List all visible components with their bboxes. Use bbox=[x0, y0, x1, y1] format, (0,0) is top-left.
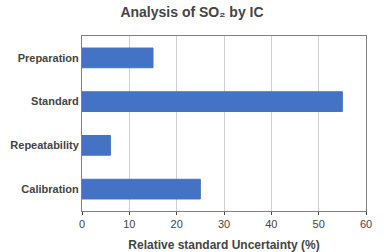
svg-text:60: 60 bbox=[360, 218, 372, 230]
svg-text:Repeatability: Repeatability bbox=[10, 139, 79, 151]
svg-text:Analysis of SO₂ by IC: Analysis of SO₂ by IC bbox=[120, 4, 263, 20]
svg-text:10: 10 bbox=[123, 218, 135, 230]
svg-text:30: 30 bbox=[218, 218, 230, 230]
svg-text:50: 50 bbox=[313, 218, 325, 230]
svg-text:Calibration: Calibration bbox=[21, 183, 79, 195]
svg-text:Preparation: Preparation bbox=[18, 52, 79, 64]
svg-text:Standard: Standard bbox=[31, 95, 79, 107]
svg-text:40: 40 bbox=[265, 218, 277, 230]
svg-text:20: 20 bbox=[171, 218, 183, 230]
svg-text:Relative standard Uncertainty: Relative standard Uncertainty (%) bbox=[128, 238, 319, 252]
svg-text:0: 0 bbox=[79, 218, 85, 230]
